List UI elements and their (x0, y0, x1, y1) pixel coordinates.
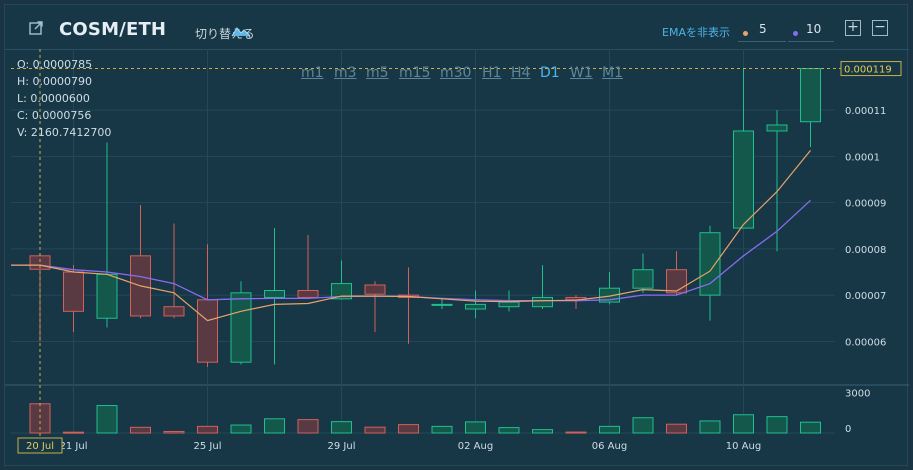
volume-tick-label: 3000 (845, 388, 870, 399)
ema-long-dot (793, 31, 798, 36)
chart-frame: COSM/ETH 切り替える EMAを非表示 5 10 + − 0.00006 0… (4, 4, 909, 467)
volume-bar (398, 424, 419, 434)
ohlc-high: H: 0.0000790 (17, 75, 92, 88)
price-chart[interactable]: 0.00006 0.00007 0.00008 0.00009 0.0001 0.0001… (5, 5, 909, 467)
timeframe-h1[interactable]: H1 (482, 65, 502, 81)
crosshair-date-label: 20 Jul (26, 441, 54, 452)
current-price-box (840, 61, 902, 77)
timeframe-d1[interactable]: D1 (540, 65, 560, 81)
candle-body (632, 269, 654, 289)
candle-body (297, 290, 319, 298)
timeframe-m5[interactable]: m5 (366, 65, 389, 81)
external-link-icon[interactable] (29, 21, 43, 35)
volume-bar (465, 421, 486, 434)
candle-body (364, 284, 386, 295)
price-tick-label: 0.0001 (845, 152, 880, 163)
volume-bar (766, 416, 788, 434)
volume-bar (96, 405, 118, 434)
ohlc-open: O: 0.0000785 (17, 58, 93, 71)
volume-bar (63, 431, 84, 434)
price-tick-label: 0.00008 (845, 245, 886, 256)
time-axis-label: 29 Jul (328, 441, 356, 452)
volume-bar (498, 427, 520, 434)
volume-bar (230, 424, 252, 434)
candle-body (733, 130, 754, 229)
candle-body (197, 299, 218, 363)
volume-bar (197, 425, 218, 434)
zoom-out-button[interactable]: − (872, 20, 888, 36)
candle-body (63, 271, 84, 312)
volume-tick-label: 0 (845, 424, 851, 435)
timeframe-m15[interactable]: m15 (399, 65, 431, 81)
crosshair-date-box (17, 437, 63, 454)
volume-bar (565, 431, 587, 434)
candle-body (331, 283, 352, 300)
ema-short-dot (743, 31, 748, 36)
candle-body (498, 301, 520, 308)
chart-header: COSM/ETH 切り替える EMAを非表示 5 10 + − (5, 5, 909, 50)
volume-bar (532, 429, 553, 434)
candle-body (96, 273, 118, 319)
volume-bar (699, 420, 721, 434)
ema-long-underline (788, 41, 834, 42)
volume-bar (297, 419, 319, 434)
pair-title: COSM/ETH (59, 19, 167, 40)
candle-body (532, 296, 553, 308)
candle-body (465, 303, 486, 310)
candle-body (800, 68, 821, 123)
timeframe-h4[interactable]: H4 (511, 65, 531, 81)
price-tick-label: 0.00007 (845, 291, 886, 302)
candle-body (264, 290, 285, 298)
ohlc-low: L: 0.0000600 (17, 92, 90, 105)
ema-short-underline (738, 41, 786, 42)
candle-body (666, 269, 687, 294)
mountain-chart-icon[interactable] (231, 25, 251, 37)
current-price-label: 0.000119 (844, 65, 892, 76)
ohlc-close: C: 0.0000756 (17, 109, 92, 122)
ema-toggle-button[interactable]: EMAを非表示 (662, 26, 730, 39)
zoom-in-button[interactable]: + (845, 20, 861, 36)
price-tick-label: 0.00006 (845, 337, 886, 348)
volume-bar (364, 426, 386, 434)
candle-body (766, 124, 788, 132)
price-tick-label: 0.00011 (845, 106, 886, 117)
switch-chart-button[interactable]: 切り替える (195, 27, 255, 41)
volume-bar (599, 425, 620, 434)
volume-bar (163, 431, 185, 434)
ema-short-value[interactable]: 5 (759, 22, 767, 36)
timeframe-m1[interactable]: m1 (301, 65, 324, 81)
volume-bar (431, 425, 453, 434)
volume-bar (130, 426, 151, 434)
time-axis-label: 10 Aug (726, 441, 761, 452)
price-tick-label: 0.00009 (845, 199, 886, 210)
time-axis-label: 21 Jul (60, 441, 88, 452)
time-axis-label: 06 Aug (592, 441, 627, 452)
volume-bar (264, 418, 285, 434)
candle-body (230, 292, 252, 363)
volume-bar (800, 421, 821, 434)
ema-short-line (11, 150, 811, 322)
ema-long-value[interactable]: 10 (806, 22, 822, 36)
timeframe-month1[interactable]: M1 (602, 65, 623, 81)
time-axis-label: 25 Jul (194, 441, 222, 452)
volume-bar (632, 417, 654, 434)
volume-bar (331, 421, 352, 434)
time-axis-label: 02 Aug (458, 441, 493, 452)
timeframe-m3[interactable]: m3 (334, 65, 357, 81)
timeframe-m30[interactable]: m30 (440, 65, 472, 81)
volume-bar (666, 423, 687, 434)
volume-bar (733, 414, 754, 434)
candle-body (163, 306, 185, 317)
candle-body (431, 303, 453, 306)
timeframe-w1[interactable]: W1 (570, 65, 593, 81)
ohlc-volume: V: 2160.7412700 (17, 126, 112, 139)
